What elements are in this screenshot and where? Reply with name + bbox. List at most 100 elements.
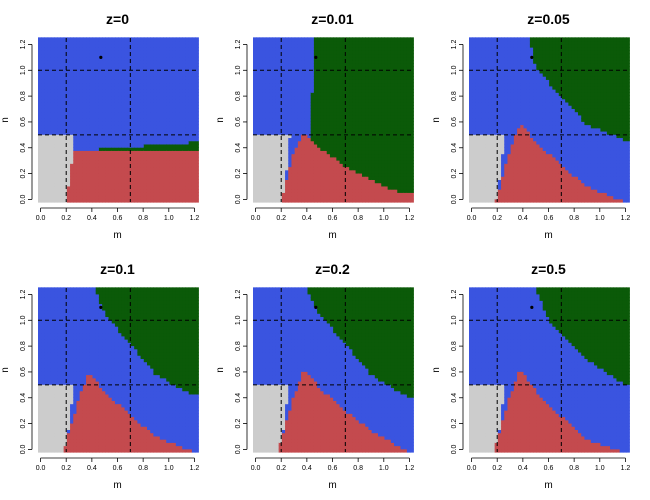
region-cell <box>134 176 138 180</box>
region-cell <box>98 92 103 97</box>
region-cell <box>137 179 142 184</box>
region-cell <box>92 134 97 139</box>
region-cell <box>86 37 90 42</box>
region-cell <box>159 82 164 87</box>
region-cell <box>150 195 155 200</box>
region-cell <box>134 114 138 119</box>
region-cell <box>92 140 97 145</box>
region-cell <box>73 176 78 180</box>
region-cell <box>134 89 138 93</box>
region-cell <box>137 185 142 190</box>
region-cell <box>121 43 126 48</box>
region-cell <box>121 150 126 155</box>
region-cell <box>146 182 151 187</box>
region-cell <box>130 101 135 106</box>
region-cell <box>79 121 84 126</box>
region-cell <box>44 37 49 42</box>
region-cell <box>121 179 126 184</box>
region-cell <box>130 76 135 80</box>
region-cell <box>150 63 155 68</box>
region-cell <box>108 66 113 71</box>
region-cell <box>153 53 158 58</box>
region-cell <box>60 95 65 100</box>
region-cell <box>73 150 78 155</box>
region-cell <box>102 140 106 145</box>
region-cell <box>76 53 81 58</box>
region-cell <box>57 134 62 139</box>
region-cell <box>63 163 68 168</box>
region-cell <box>95 169 100 174</box>
region-cell <box>150 169 155 174</box>
region-cell <box>150 189 155 193</box>
region-cell <box>127 95 132 100</box>
region-cell <box>95 127 100 132</box>
region-cell <box>89 153 94 158</box>
region-cell <box>153 50 158 55</box>
region-cell <box>108 140 113 145</box>
region-cell <box>137 140 142 145</box>
region-cell <box>130 130 135 135</box>
region-cell <box>140 153 145 158</box>
region-cell <box>118 192 122 197</box>
region-cell <box>124 89 129 93</box>
region-cell <box>54 59 58 64</box>
region-cell <box>50 82 55 87</box>
region-cell <box>137 130 142 135</box>
region-cell <box>111 111 116 116</box>
region-cell <box>98 185 103 190</box>
region-cell <box>66 121 71 126</box>
region-cell <box>134 179 138 184</box>
region-cell <box>156 176 161 180</box>
region-cell <box>98 53 103 58</box>
region-cell <box>70 89 74 93</box>
region-cell <box>41 37 46 42</box>
region-cell <box>130 153 135 158</box>
region-cell <box>38 37 42 42</box>
region-cell <box>127 169 132 174</box>
region-cell <box>38 124 42 129</box>
region-cell <box>127 47 132 51</box>
region-cell <box>54 43 58 48</box>
region-cell <box>98 108 103 113</box>
region-cell <box>92 137 97 142</box>
region-cell <box>143 153 148 158</box>
region-cell <box>76 121 81 126</box>
region-cell <box>50 63 55 68</box>
region-cell <box>146 134 151 139</box>
region-cell <box>137 150 142 155</box>
region-cell <box>95 185 100 190</box>
region-cell <box>124 182 129 187</box>
region-cell <box>140 140 145 145</box>
region-cell <box>63 176 68 180</box>
region-cell <box>66 69 71 74</box>
x-tick-label: 0.4 <box>87 215 97 222</box>
region-cell <box>124 163 129 168</box>
region-cell <box>44 53 49 58</box>
region-cell <box>143 37 148 42</box>
region-cells <box>253 37 414 203</box>
region-cell <box>47 156 52 161</box>
region-cell <box>102 108 106 113</box>
region-cell <box>118 66 122 71</box>
region-cell <box>121 192 126 197</box>
region-cell <box>108 163 113 168</box>
region-cell <box>47 176 52 180</box>
region-cell <box>140 105 145 109</box>
region-cell <box>108 114 113 119</box>
region-cell <box>143 89 148 93</box>
region-cell <box>159 172 164 177</box>
region-cell <box>137 72 142 77</box>
region-cell <box>57 189 62 193</box>
region-cell <box>70 176 74 180</box>
region-cell <box>66 47 71 51</box>
region-cell <box>38 105 42 109</box>
region-cell <box>86 121 90 126</box>
region-cell <box>137 98 142 103</box>
region-cell <box>86 59 90 64</box>
region-cell <box>159 153 164 158</box>
region-cell <box>76 143 81 148</box>
region-cell <box>63 79 68 84</box>
region-cell <box>102 85 106 90</box>
region-cell <box>140 182 145 187</box>
region-cell <box>50 98 55 103</box>
